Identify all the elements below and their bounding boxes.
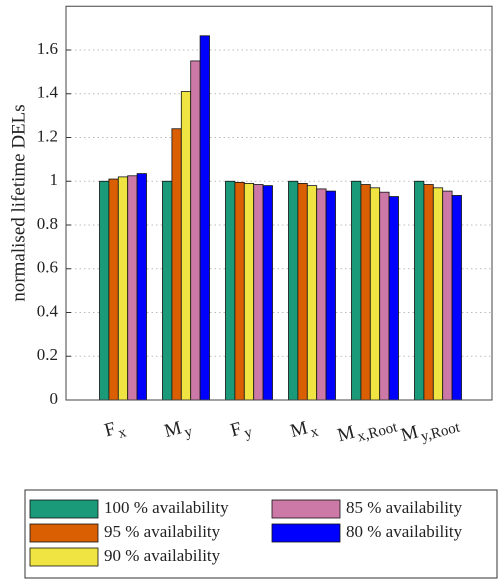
bar bbox=[262, 185, 273, 401]
bar bbox=[108, 178, 119, 401]
bar bbox=[316, 188, 327, 401]
legend-swatch bbox=[29, 499, 99, 519]
bar bbox=[451, 195, 462, 401]
bar bbox=[306, 185, 318, 401]
y-tick-label: 0.8 bbox=[37, 214, 58, 233]
y-tick-label: 1.2 bbox=[37, 126, 58, 145]
category-sub: x,Root bbox=[356, 420, 400, 446]
category-sub: x bbox=[309, 424, 321, 442]
legend-swatch bbox=[29, 547, 99, 567]
category-main: F bbox=[102, 419, 118, 442]
axes-box bbox=[65, 5, 493, 401]
bar bbox=[171, 128, 182, 401]
category-sub: y,Root bbox=[419, 420, 462, 446]
legend-swatch bbox=[29, 523, 99, 543]
bar bbox=[199, 35, 210, 401]
bar bbox=[414, 180, 425, 401]
bar bbox=[360, 184, 371, 401]
category-sub: y bbox=[243, 425, 255, 443]
legend-label: 85 % availability bbox=[346, 498, 463, 517]
bar bbox=[442, 190, 453, 401]
bar bbox=[253, 184, 264, 401]
bar bbox=[351, 180, 362, 401]
bar bbox=[234, 181, 245, 401]
bar bbox=[243, 183, 255, 401]
y-tick-label: 0.6 bbox=[37, 258, 58, 277]
bar bbox=[117, 176, 129, 401]
bar bbox=[423, 184, 434, 401]
bar bbox=[99, 180, 110, 401]
x-tick-label: Fy bbox=[228, 416, 254, 446]
y-tick-label: 1 bbox=[50, 170, 59, 189]
bar bbox=[325, 190, 336, 401]
bar bbox=[180, 91, 192, 401]
x-tick-label: Mx,Root bbox=[335, 411, 400, 451]
y-axis-label: normalised lifetime DELs bbox=[8, 104, 29, 301]
legend-label: 95 % availability bbox=[104, 522, 221, 541]
category-main: F bbox=[228, 419, 244, 442]
x-tick-label: Mx bbox=[288, 415, 320, 446]
category-sub: x bbox=[117, 425, 129, 443]
bar bbox=[388, 196, 399, 401]
x-tick-label: My bbox=[162, 415, 194, 446]
legend-label: 80 % availability bbox=[346, 522, 463, 541]
y-tick-label: 0 bbox=[50, 389, 59, 408]
category-main: M bbox=[399, 422, 421, 447]
category-main: M bbox=[288, 418, 310, 443]
bar bbox=[379, 191, 390, 401]
category-main: M bbox=[162, 418, 184, 443]
x-tick-label: My,Root bbox=[399, 411, 463, 451]
bar bbox=[127, 175, 138, 401]
bar bbox=[369, 187, 381, 401]
legend-label: 90 % availability bbox=[104, 546, 221, 565]
legend-swatch bbox=[271, 499, 341, 519]
y-tick-label: 0.2 bbox=[37, 345, 58, 364]
bar bbox=[162, 180, 173, 401]
category-main: M bbox=[335, 422, 357, 447]
y-tick-label: 1.6 bbox=[37, 39, 58, 58]
bar bbox=[190, 60, 201, 401]
legend-swatch bbox=[271, 523, 341, 543]
category-sub: y bbox=[183, 424, 195, 442]
bar bbox=[225, 180, 236, 401]
y-tick-label: 1.4 bbox=[37, 83, 59, 102]
bar bbox=[136, 173, 147, 401]
legend-box bbox=[24, 489, 498, 579]
bar bbox=[432, 187, 444, 401]
x-tick-label: Fx bbox=[102, 416, 128, 446]
bar bbox=[297, 183, 308, 401]
bar bbox=[288, 180, 299, 401]
legend-label: 100 % availability bbox=[104, 498, 229, 517]
y-tick-label: 0.4 bbox=[37, 301, 59, 320]
